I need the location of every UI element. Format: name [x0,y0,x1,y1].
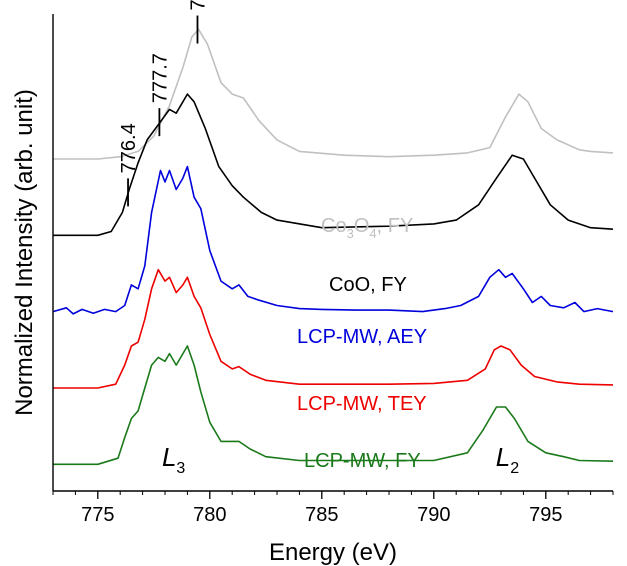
x-tick-label-3: 790 [417,504,450,526]
series-label-lcp-tey: LCP-MW, TEY [297,393,427,415]
x-axis-title: Energy (eV) [269,539,397,566]
series-label-co3o4: Co3O4, FY [321,215,413,241]
x-tick-label-0: 775 [81,504,114,526]
peak-label-2: 779.4 [187,0,209,11]
series-label-co3o4-mid: O [354,215,370,237]
axis-layer: 775 780 785 790 795 [52,14,614,526]
edge-label-l3-sub: 3 [176,460,185,477]
peak-label-0: 776.4 [118,123,140,173]
x-tick-label-1: 780 [193,504,226,526]
edge-label-l2-sub: 2 [510,460,519,477]
edge-label-l3-main: L [162,442,176,472]
series-label-lcp-fy: LCP-MW, FY [304,450,421,472]
series-label-lcp-aey: LCP-MW, AEY [297,326,427,348]
annotation-layer: 776.4 777.7 779.4 [118,0,209,207]
series-label-co3o4-sub1: 3 [347,226,354,241]
series-layer [52,28,614,466]
edge-label-l3: L3 [162,442,185,477]
edge-label-l2: L2 [496,442,519,477]
series-line-4 [53,345,614,466]
series-line-3 [53,268,614,389]
series-label-co3o4-tail: , FY [377,215,414,237]
series-label-co3o4-sub2: 4 [369,226,376,241]
series-line-1 [53,93,614,237]
y-axis-title: Normalized Intensity (arb. unit) [11,89,38,416]
series-label-co3o4-main: Co [321,215,347,237]
edge-label-l2-main: L [496,442,510,472]
peak-label-1: 777.7 [149,53,171,103]
x-tick-label-2: 785 [305,504,338,526]
x-tick-label-4: 795 [529,504,562,526]
series-line-2 [52,165,614,315]
series-label-coo: CoO, FY [329,274,407,296]
